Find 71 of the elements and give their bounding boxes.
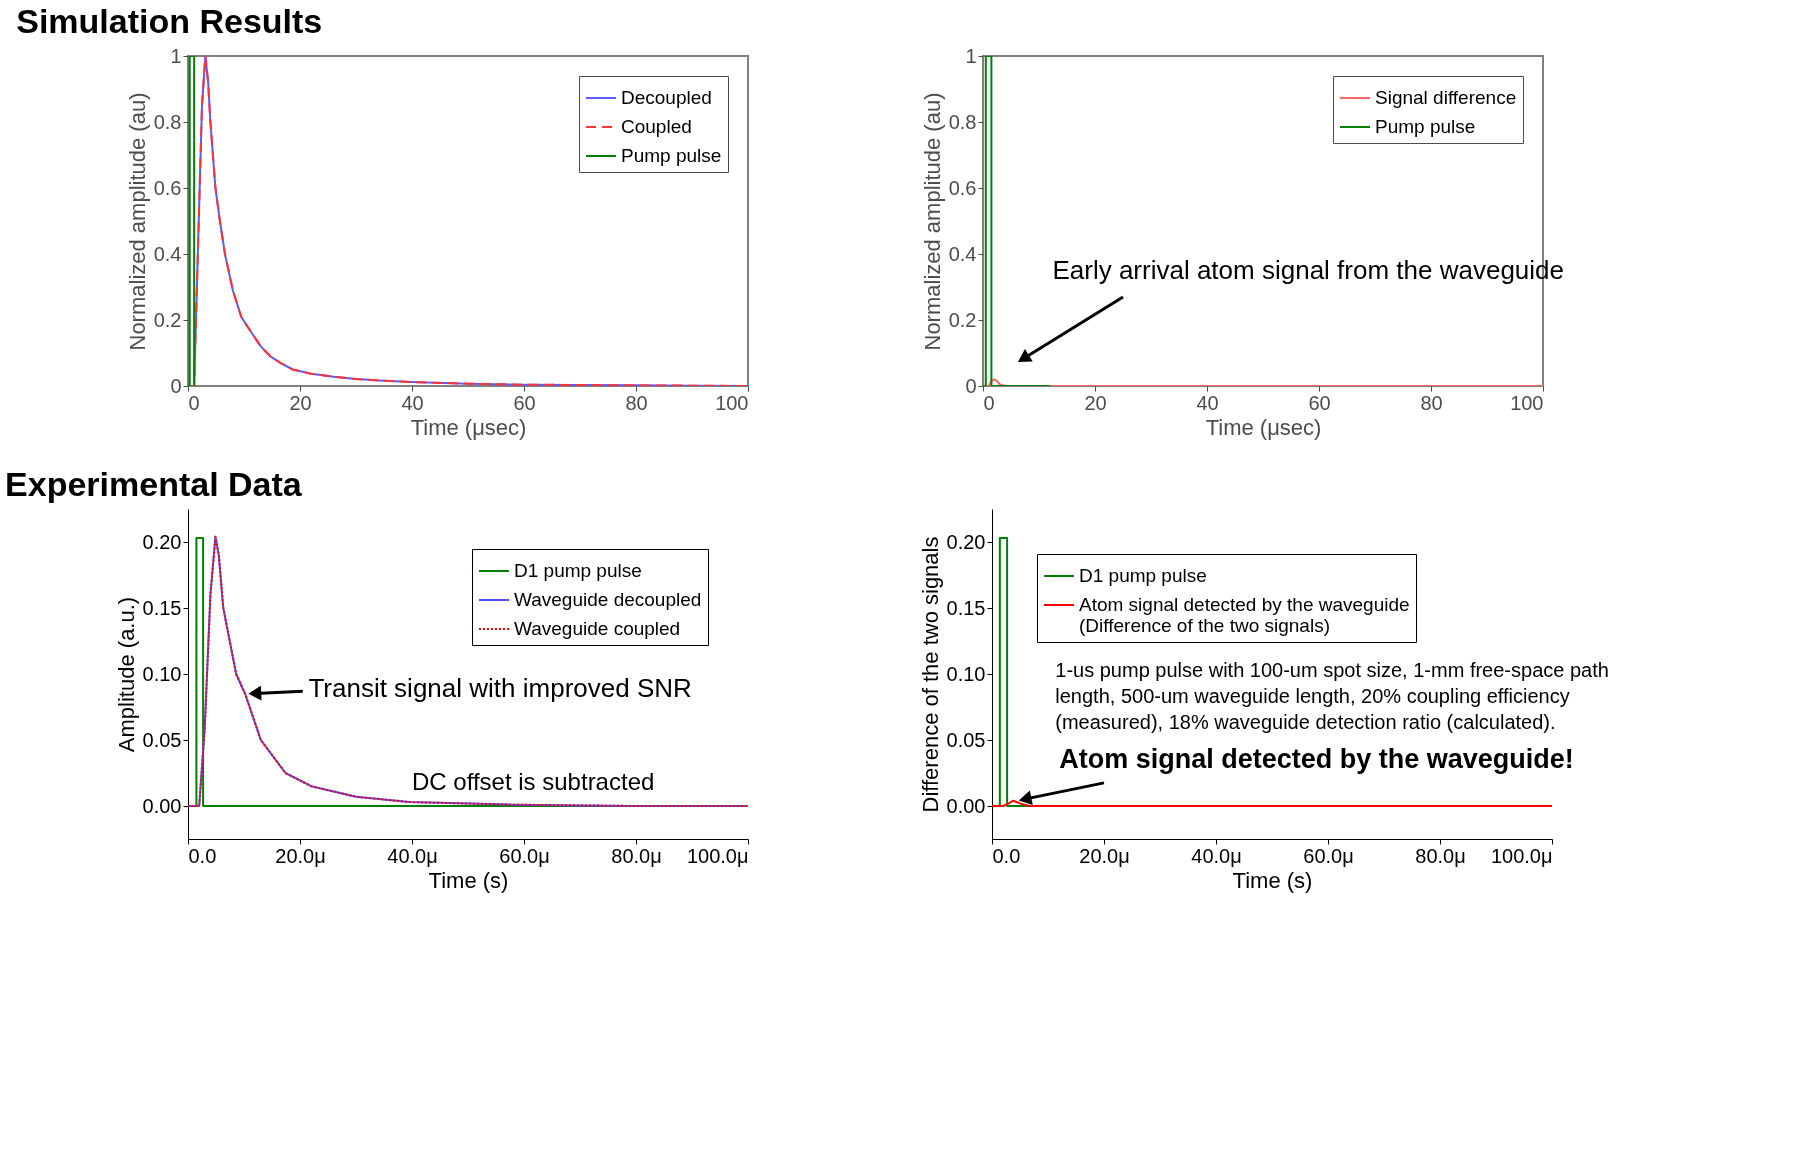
y-tick-label: 0.8 bbox=[153, 110, 182, 133]
legend-label: D1 pump pulse bbox=[514, 560, 642, 581]
legend-label: Atom signal detected by the waveguide (Difference of the two signals) bbox=[1079, 594, 1410, 636]
annotation: 1-us pump pulse with 100-um spot size, 1-mm free-space path length, 500-um waveguide length, 20% coupling efficiency (measured), 18% waveguide detection ratio (calculated). bbox=[1055, 658, 1609, 733]
x-tick-label: 0.0 bbox=[188, 844, 217, 867]
x-tick-label: 40 bbox=[1196, 391, 1219, 414]
x-tick-label: 0 bbox=[188, 391, 200, 414]
x-tick-label: 100 bbox=[715, 391, 749, 414]
x-tick-label: 80.0μ bbox=[1415, 844, 1466, 867]
x-tick-label: 80 bbox=[1420, 391, 1443, 414]
chart-title: Simulation Results bbox=[16, 2, 323, 40]
annotation: Transit signal with improved SNR bbox=[308, 672, 692, 703]
legend-label: Coupled bbox=[621, 116, 692, 137]
x-axis-title: Time (μsec) bbox=[1205, 414, 1322, 440]
y-tick-label: 0.20 bbox=[142, 530, 182, 553]
y-tick-label: 0.00 bbox=[142, 794, 182, 817]
x-axis-title: Time (s) bbox=[1232, 867, 1313, 893]
x-tick-label: 20.0μ bbox=[1079, 844, 1130, 867]
y-tick-label: 0.20 bbox=[946, 530, 986, 553]
x-tick-label: 60.0μ bbox=[499, 844, 550, 867]
legend-label: Waveguide decoupled bbox=[514, 589, 702, 610]
y-tick-label: 0.15 bbox=[142, 596, 182, 619]
x-tick-label: 20 bbox=[289, 391, 312, 414]
x-tick-label: 100 bbox=[1510, 391, 1544, 414]
y-tick-label: 0.15 bbox=[946, 596, 986, 619]
y-tick-label: 0.4 bbox=[153, 242, 182, 265]
x-tick-label: 40.0μ bbox=[1191, 844, 1242, 867]
annotation: Early arrival atom signal from the waveguide bbox=[1052, 254, 1564, 285]
x-tick-label: 0.0 bbox=[992, 844, 1021, 867]
y-tick-label: 0.00 bbox=[946, 794, 986, 817]
y-tick-label: 0.10 bbox=[142, 662, 182, 685]
x-tick-label: 60 bbox=[513, 391, 536, 414]
legend-label: Decoupled bbox=[621, 87, 712, 108]
legend-label: Signal difference bbox=[1375, 87, 1517, 108]
y-axis-title: Normalized amplitude (au) bbox=[919, 92, 945, 351]
y-tick-label: 0 bbox=[965, 374, 977, 397]
y-tick-label: 1 bbox=[965, 44, 977, 67]
annotation: Atom signal detected by the waveguide! bbox=[1059, 743, 1574, 774]
chart-title: Experimental Data bbox=[5, 465, 303, 503]
x-tick-label: 100.0μ bbox=[686, 844, 749, 867]
x-tick-label: 60 bbox=[1308, 391, 1331, 414]
y-tick-label: 0.6 bbox=[153, 176, 182, 199]
y-tick-label: 1 bbox=[170, 44, 182, 67]
legend-label: Waveguide coupled bbox=[514, 618, 681, 639]
y-tick-label: 0.2 bbox=[153, 308, 182, 331]
y-axis-title: Difference of the two signals bbox=[917, 536, 943, 813]
x-tick-label: 40.0μ bbox=[387, 844, 438, 867]
line-series bbox=[188, 56, 748, 386]
y-tick-label: 0.05 bbox=[142, 728, 182, 751]
x-axis-title: Time (s) bbox=[428, 867, 509, 893]
x-tick-label: 60.0μ bbox=[1303, 844, 1354, 867]
x-tick-label: 20.0μ bbox=[275, 844, 326, 867]
y-tick-label: 0.8 bbox=[948, 110, 977, 133]
x-tick-label: 20 bbox=[1084, 391, 1107, 414]
legend-label: D1 pump pulse bbox=[1079, 565, 1207, 586]
x-tick-label: 80 bbox=[625, 391, 648, 414]
x-tick-label: 40 bbox=[401, 391, 424, 414]
x-tick-label: 100.0μ bbox=[1490, 844, 1553, 867]
y-axis-title: Amplitude (a.u.) bbox=[113, 596, 139, 753]
y-tick-label: 0.4 bbox=[948, 242, 977, 265]
y-tick-label: 0.10 bbox=[946, 662, 986, 685]
annotation: DC offset is subtracted bbox=[412, 767, 655, 795]
legend-label: Pump pulse bbox=[621, 145, 722, 166]
y-axis-title: Normalized amplitude (au) bbox=[124, 92, 150, 351]
y-tick-label: 0.6 bbox=[948, 176, 977, 199]
x-tick-label: 80.0μ bbox=[611, 844, 662, 867]
y-tick-label: 0.2 bbox=[948, 308, 977, 331]
y-tick-label: 0.05 bbox=[946, 728, 986, 751]
y-tick-label: 0 bbox=[170, 374, 182, 397]
x-axis-title: Time (μsec) bbox=[410, 414, 527, 440]
legend-label: Pump pulse bbox=[1375, 116, 1476, 137]
